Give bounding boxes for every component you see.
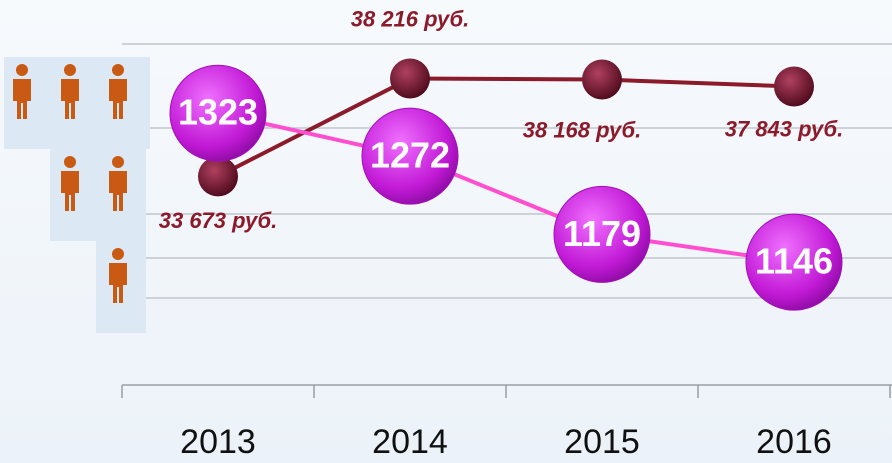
employee-label: 1146 <box>755 241 833 282</box>
series-line <box>217 76 795 179</box>
employee-label: 1272 <box>370 135 450 176</box>
employee-label: 1323 <box>178 92 258 133</box>
x-tick-label: 2015 <box>564 423 640 461</box>
series-line <box>217 111 795 265</box>
employee-bubble <box>361 107 459 205</box>
salary-label: 33 673 руб. <box>159 208 278 233</box>
salary-label: 38 168 руб. <box>523 117 642 142</box>
salary-label: 38 216 руб. <box>351 6 470 31</box>
x-tick-label: 2014 <box>372 423 448 461</box>
employee-label: 1179 <box>563 213 641 254</box>
employee-bubble <box>169 64 267 162</box>
salary-marker <box>390 58 430 99</box>
people-icon <box>4 57 150 333</box>
salary-marker <box>582 59 622 100</box>
x-tick-label: 2016 <box>756 423 832 461</box>
employee-bubble <box>553 185 651 283</box>
x-tick-label: 2013 <box>180 423 256 461</box>
employee-bubble <box>745 213 843 311</box>
salary-marker <box>774 66 814 107</box>
salary-label: 37 843 руб. <box>725 116 844 141</box>
salary-marker <box>198 156 238 197</box>
